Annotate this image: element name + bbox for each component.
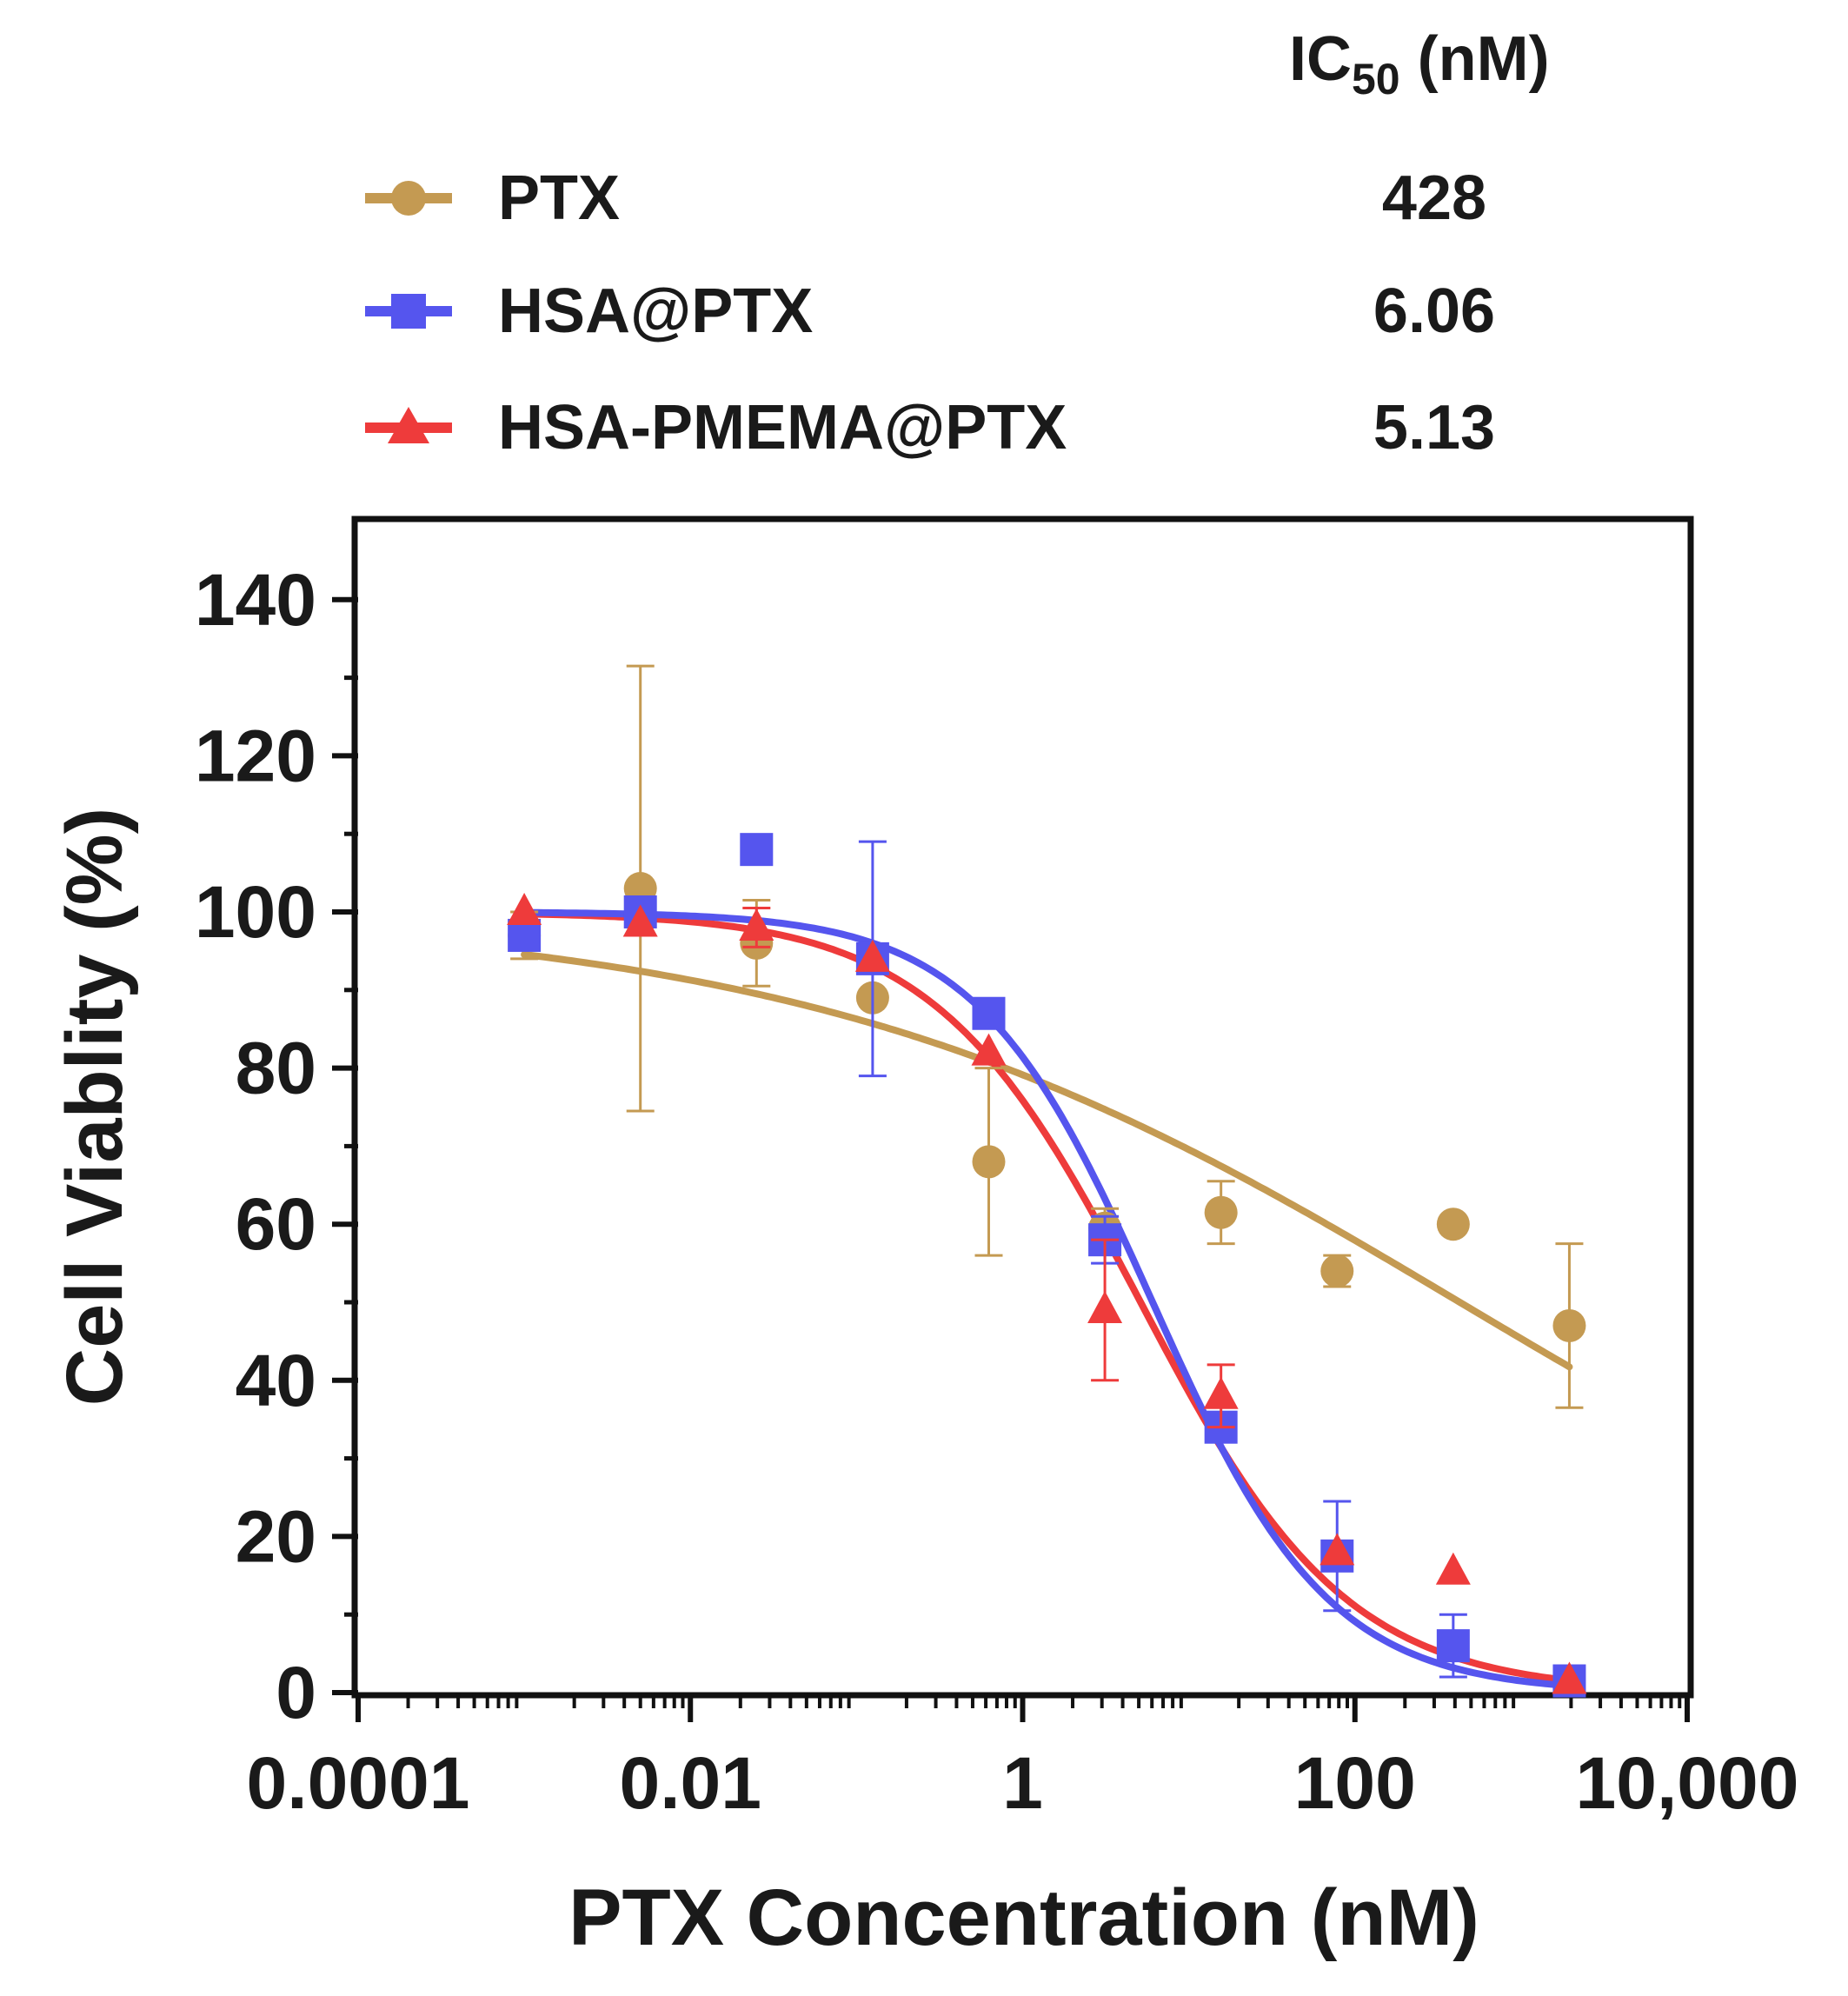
y-tick-label: 100 [195, 871, 316, 953]
data-points [507, 664, 1587, 1698]
data-point [972, 1145, 1006, 1179]
ic50-value-hsa-ptx: 6.06 [1373, 276, 1495, 346]
y-tick-label: 60 [236, 1183, 316, 1265]
x-axis-title: PTX Concentration (nM) [568, 1873, 1479, 1962]
fit-curve [521, 908, 1573, 1690]
data-point [622, 904, 658, 937]
legend-marker-hsa-pmema-ptx [388, 407, 429, 443]
legend: PTX 428 HSA@PTX 6.06 HSA-PMEMA@PTX 5.13 [365, 163, 1495, 462]
ic50-value-hsa-pmema-ptx: 5.13 [1373, 393, 1495, 462]
data-point [1087, 1290, 1123, 1323]
legend-label-ptx: PTX [498, 163, 620, 233]
data-point [1435, 1552, 1471, 1585]
series-triangle [507, 893, 1587, 1694]
legend-item-hsa-ptx: HSA@PTX 6.06 [365, 276, 1495, 346]
data-point [740, 833, 774, 867]
y-tick-label: 80 [236, 1028, 316, 1109]
x-tick-label: 10,000 [1576, 1742, 1799, 1824]
data-point [972, 996, 1006, 1030]
fit-curve [521, 951, 1573, 1371]
fit-curve [521, 910, 1573, 1685]
y-tick-label: 20 [236, 1495, 316, 1577]
y-tick-label: 0 [276, 1652, 316, 1733]
legend-label-hsa-pmema-ptx: HSA-PMEMA@PTX [498, 393, 1067, 462]
y-tick-label: 40 [236, 1340, 316, 1421]
legend-marker-ptx [391, 181, 426, 216]
legend-item-ptx: PTX 428 [365, 163, 1486, 233]
data-point [507, 893, 542, 925]
legend-item-hsa-pmema-ptx: HSA-PMEMA@PTX 5.13 [365, 393, 1495, 462]
data-point [1552, 1661, 1587, 1694]
data-point [854, 939, 890, 972]
x-tick-label: 100 [1294, 1742, 1416, 1824]
series-square [508, 833, 1586, 1698]
data-point [1320, 1533, 1355, 1566]
legend-marker-hsa-ptx [391, 294, 426, 329]
legend-label-hsa-ptx: HSA@PTX [498, 276, 813, 346]
fit-curves [521, 908, 1573, 1690]
x-tick-label: 1 [1002, 1742, 1043, 1824]
data-point [1320, 1254, 1354, 1288]
data-point [739, 908, 774, 941]
y-axis-title: Cell Viablity (%) [50, 808, 139, 1406]
x-tick-label: 0.0001 [247, 1742, 470, 1824]
data-point [1436, 1629, 1470, 1663]
y-tick-label: 120 [195, 715, 316, 796]
data-point [1204, 1195, 1238, 1229]
x-tick-label: 0.01 [620, 1742, 762, 1824]
ic50-value-ptx: 428 [1382, 163, 1486, 233]
data-point [1552, 1308, 1586, 1342]
plot-frame [351, 516, 1694, 1699]
data-point [1203, 1376, 1239, 1409]
data-point [971, 1033, 1007, 1066]
y-tick-label: 140 [195, 559, 316, 641]
ic50-header: IC50 (nM) [1289, 24, 1550, 103]
data-point [1436, 1208, 1470, 1241]
axes: 0 20 40 60 80 100 120 140 0.0001 0.01 1 100 10,000 [195, 559, 1799, 1824]
series-circle [508, 664, 1586, 1409]
